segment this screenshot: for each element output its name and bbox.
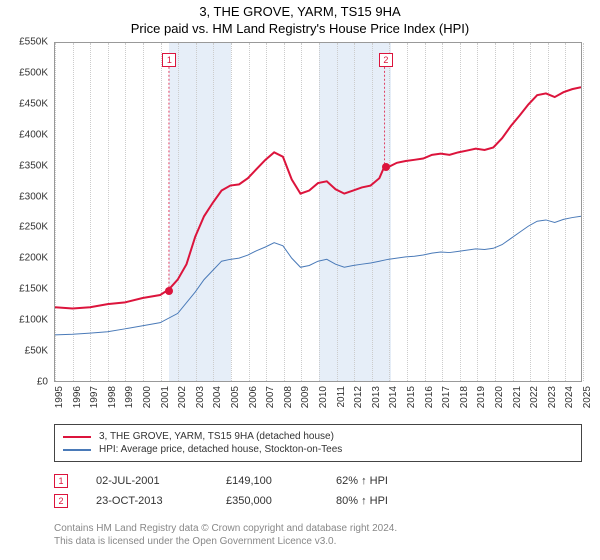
legend-label: HPI: Average price, detached house, Stoc… xyxy=(99,444,342,455)
transaction-marker-icon: 1 xyxy=(54,474,68,488)
transaction-row: 1 02-JUL-2001 £149,100 62% ↑ HPI xyxy=(54,474,582,488)
x-tick-label: 2023 xyxy=(547,386,558,408)
transaction-date: 23-OCT-2013 xyxy=(96,495,226,507)
plot-svg xyxy=(55,43,581,381)
plot-area: 12 xyxy=(54,42,582,382)
chart-subtitle: Price paid vs. HM Land Registry's House … xyxy=(0,21,600,36)
y-tick-label: £400K xyxy=(19,129,48,140)
y-tick-label: £550K xyxy=(19,37,48,48)
x-tick-label: 2008 xyxy=(283,386,294,408)
x-tick-label: 1999 xyxy=(124,386,135,408)
marker-dot xyxy=(165,287,173,295)
x-tick-label: 2007 xyxy=(265,386,276,408)
y-tick-label: £250K xyxy=(19,222,48,233)
series-line-property xyxy=(55,87,581,308)
marker-label: 2 xyxy=(379,53,393,67)
y-tick-label: £450K xyxy=(19,98,48,109)
y-tick-label: £350K xyxy=(19,160,48,171)
y-tick-label: £500K xyxy=(19,67,48,78)
x-tick-label: 1998 xyxy=(107,386,118,408)
transaction-price: £350,000 xyxy=(226,495,336,507)
x-tick-label: 2006 xyxy=(248,386,259,408)
marker-label: 1 xyxy=(162,53,176,67)
y-tick-label: £0 xyxy=(37,377,48,388)
x-tick-label: 2010 xyxy=(318,386,329,408)
marker-dot xyxy=(382,163,390,171)
x-tick-label: 2000 xyxy=(142,386,153,408)
transaction-vs-hpi: 80% ↑ HPI xyxy=(336,495,388,507)
title-block: 3, THE GROVE, YARM, TS15 9HA Price paid … xyxy=(0,0,600,38)
x-tick-label: 2013 xyxy=(371,386,382,408)
chart-title: 3, THE GROVE, YARM, TS15 9HA xyxy=(0,4,600,19)
attribution-line: Contains HM Land Registry data © Crown c… xyxy=(54,522,582,535)
y-tick-label: £200K xyxy=(19,253,48,264)
x-tick-label: 2024 xyxy=(564,386,575,408)
chart-container: 3, THE GROVE, YARM, TS15 9HA Price paid … xyxy=(0,0,600,560)
gridline xyxy=(583,43,584,381)
x-tick-label: 2025 xyxy=(582,386,593,408)
x-tick-label: 2003 xyxy=(195,386,206,408)
x-tick-label: 2002 xyxy=(177,386,188,408)
x-tick-label: 1995 xyxy=(54,386,65,408)
series-line-hpi xyxy=(55,216,581,335)
x-tick-label: 2009 xyxy=(300,386,311,408)
y-tick-label: £300K xyxy=(19,191,48,202)
x-tick-label: 2016 xyxy=(424,386,435,408)
x-tick-label: 2004 xyxy=(212,386,223,408)
legend-swatch xyxy=(63,436,91,438)
x-tick-label: 2014 xyxy=(388,386,399,408)
x-tick-label: 2022 xyxy=(529,386,540,408)
attribution-line: This data is licensed under the Open Gov… xyxy=(54,535,582,548)
x-tick-label: 2018 xyxy=(459,386,470,408)
legend-item: HPI: Average price, detached house, Stoc… xyxy=(63,444,573,455)
x-tick-label: 2019 xyxy=(476,386,487,408)
legend-label: 3, THE GROVE, YARM, TS15 9HA (detached h… xyxy=(99,431,334,442)
x-tick-label: 1996 xyxy=(72,386,83,408)
x-tick-label: 2017 xyxy=(441,386,452,408)
x-axis: 1995 1996 1997 1998 1999 2000 2001 2002 2003 2004… xyxy=(54,382,582,422)
x-tick-label: 2012 xyxy=(353,386,364,408)
x-tick-label: 2001 xyxy=(160,386,171,408)
x-tick-label: 2020 xyxy=(494,386,505,408)
x-tick-label: 2015 xyxy=(406,386,417,408)
x-tick-label: 2011 xyxy=(336,386,347,408)
y-tick-label: £100K xyxy=(19,315,48,326)
legend-swatch xyxy=(63,449,91,451)
transaction-vs-hpi: 62% ↑ HPI xyxy=(336,475,388,487)
transactions-table: 1 02-JUL-2001 £149,100 62% ↑ HPI 2 23-OC… xyxy=(54,468,582,514)
y-axis: £0£50K£100K£150K£200K£250K£300K£350K£400… xyxy=(0,42,54,382)
legend-item: 3, THE GROVE, YARM, TS15 9HA (detached h… xyxy=(63,431,573,442)
y-tick-label: £150K xyxy=(19,284,48,295)
x-tick-label: 2021 xyxy=(512,386,523,408)
x-tick-label: 2005 xyxy=(230,386,241,408)
transaction-date: 02-JUL-2001 xyxy=(96,475,226,487)
transaction-marker-icon: 2 xyxy=(54,494,68,508)
y-tick-label: £50K xyxy=(25,346,48,357)
legend: 3, THE GROVE, YARM, TS15 9HA (detached h… xyxy=(54,424,582,462)
attribution: Contains HM Land Registry data © Crown c… xyxy=(54,522,582,548)
x-tick-label: 1997 xyxy=(89,386,100,408)
transaction-row: 2 23-OCT-2013 £350,000 80% ↑ HPI xyxy=(54,494,582,508)
transaction-price: £149,100 xyxy=(226,475,336,487)
